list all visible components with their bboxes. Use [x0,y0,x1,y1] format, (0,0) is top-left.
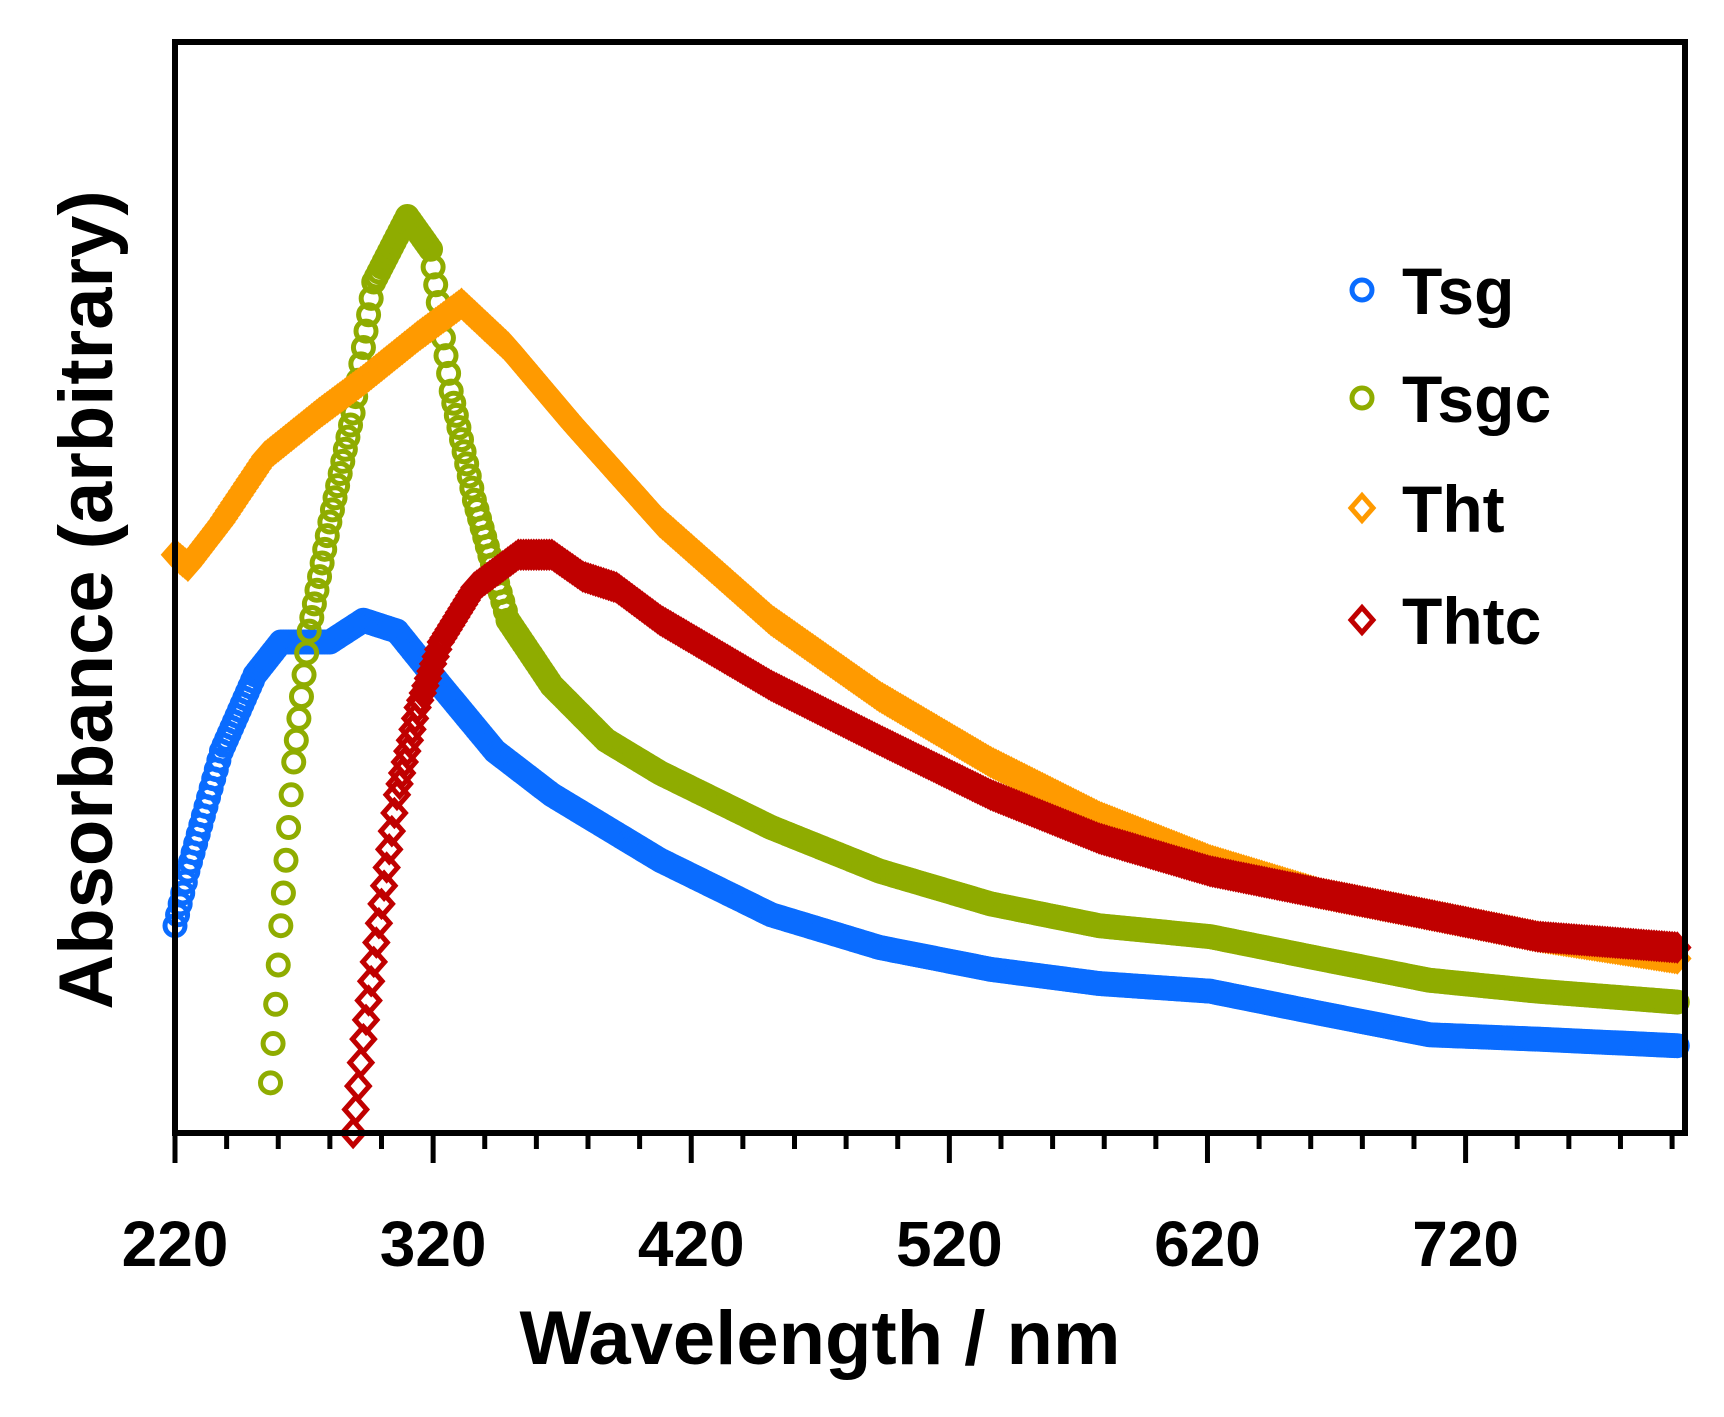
data-point [314,523,340,549]
data-point [291,662,317,688]
data-point [380,796,409,830]
x-tick-label: 520 [896,1208,1003,1280]
data-point [367,887,396,921]
legend-label: Tsgc [1402,362,1551,436]
data-point [335,424,361,450]
data-point [351,1003,381,1037]
legend-item-tsgc: Tsgc [1349,362,1551,436]
x-tick-label: 220 [122,1208,229,1280]
legend-label: Tht [1402,472,1505,546]
legend-label: Thtc [1402,584,1541,658]
legend-marker-circle-icon [1349,277,1375,303]
data-point [451,439,477,465]
data-point [301,591,327,617]
legend-marker-diamond-icon [1347,491,1377,525]
data-point [338,412,364,438]
data-point [325,473,351,499]
data-point [443,402,469,428]
data-point [260,1031,286,1057]
data-point [283,727,309,753]
series-thtc [338,538,1692,1150]
series-marks [160,204,1692,1150]
data-point [377,814,407,848]
data-point [281,749,307,775]
series-tsgc [258,204,1690,1096]
data-point [317,509,343,535]
data-point [332,436,358,462]
x-tick-label: 620 [1154,1208,1261,1280]
series-tsg [162,607,1690,1059]
legend-marker-diamond-icon [1347,603,1377,637]
data-point [273,847,299,873]
data-point [449,427,475,453]
data-point [350,334,376,360]
data-point [319,497,345,523]
data-point [369,869,399,902]
x-axis-ticks [172,1133,1675,1163]
data-point [346,1046,376,1079]
data-point [288,684,314,710]
plot-frame [172,39,1688,1136]
data-point [341,1093,371,1126]
data-point [322,485,348,511]
x-tick-label: 320 [380,1208,487,1280]
data-point [270,880,296,906]
data-point [446,414,472,440]
x-axis-tick-labels: 220 320 420 520 620 720 [122,1208,1519,1280]
data-point [276,815,302,841]
y-axis-title: Absorbance (arbitrary) [44,190,129,1009]
data-point [286,705,312,731]
data-point [359,945,389,979]
data-point [307,564,333,590]
data-point [372,851,401,884]
data-point [353,318,379,344]
legend: Tsg Tsgc Tht Thtc [1347,254,1551,658]
data-point [349,1022,378,1056]
data-point [167,891,193,917]
data-point [362,926,391,959]
x-axis-title: Wavelength / nm [519,1296,1120,1381]
data-point [356,964,386,998]
data-point [265,952,291,978]
legend-item-thtc: Thtc [1347,584,1541,658]
data-point [338,1116,368,1150]
data-point [312,536,338,562]
data-point [263,991,289,1017]
data-point [374,833,404,866]
data-point [356,302,382,328]
x-tick-label: 720 [1412,1208,1519,1280]
data-point [258,1070,284,1096]
data-point [343,1069,373,1103]
data-point [358,285,384,311]
legend-item-tht: Tht [1347,472,1505,546]
legend-item-tsg: Tsg [1349,254,1514,328]
x-tick-label: 420 [638,1208,745,1280]
data-point [268,913,294,939]
data-point [278,782,304,808]
legend-label: Tsg [1402,254,1514,328]
data-point [354,984,383,1017]
data-point [454,451,480,477]
data-point [309,550,335,576]
data-point [296,618,322,644]
data-point [364,906,394,940]
data-point [304,577,330,603]
data-point [438,378,464,404]
data-point [456,463,482,489]
data-point [330,448,356,474]
legend-marker-circle-icon [1349,385,1375,411]
data-point [327,461,353,487]
data-point [441,390,467,416]
data-point [299,605,325,631]
